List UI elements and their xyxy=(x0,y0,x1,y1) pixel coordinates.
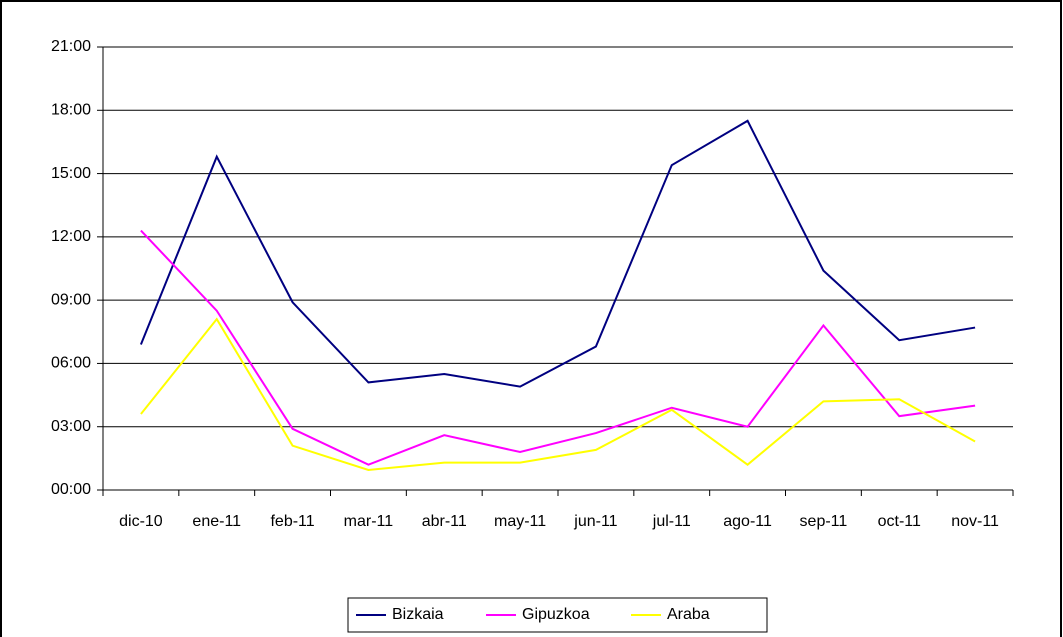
legend-label: Araba xyxy=(667,606,710,623)
legend-label: Bizkaia xyxy=(392,606,444,623)
x-tick-label: ago-11 xyxy=(723,513,772,530)
x-tick-label: nov-11 xyxy=(951,513,999,530)
y-tick-label: 12:00 xyxy=(51,228,91,245)
x-tick-label: jun-11 xyxy=(573,513,617,530)
legend-label: Gipuzkoa xyxy=(522,606,590,623)
y-tick-label: 00:00 xyxy=(51,481,91,498)
x-tick-label: sep-11 xyxy=(800,513,848,530)
series-line xyxy=(140,317,976,471)
x-tick-label: ene-11 xyxy=(192,513,241,530)
y-tick-label: 09:00 xyxy=(51,291,91,308)
y-tick-label: 15:00 xyxy=(51,165,91,182)
x-tick-label: feb-11 xyxy=(270,513,314,530)
x-tick-label: abr-11 xyxy=(422,513,467,530)
x-tick-label: jul-11 xyxy=(652,513,691,530)
series-line xyxy=(139,119,976,388)
y-tick-label: 06:00 xyxy=(51,355,91,372)
legend-box xyxy=(347,597,768,633)
x-tick-label: may-11 xyxy=(494,513,546,530)
y-tick-label: 03:00 xyxy=(51,418,91,435)
x-tick-label: oct-11 xyxy=(878,513,921,530)
x-tick-label: dic-10 xyxy=(119,513,163,530)
x-tick-label: mar-11 xyxy=(344,513,394,530)
series-line xyxy=(140,229,976,466)
y-tick-label: 18:00 xyxy=(51,102,91,119)
y-tick-label: 21:00 xyxy=(51,38,91,55)
